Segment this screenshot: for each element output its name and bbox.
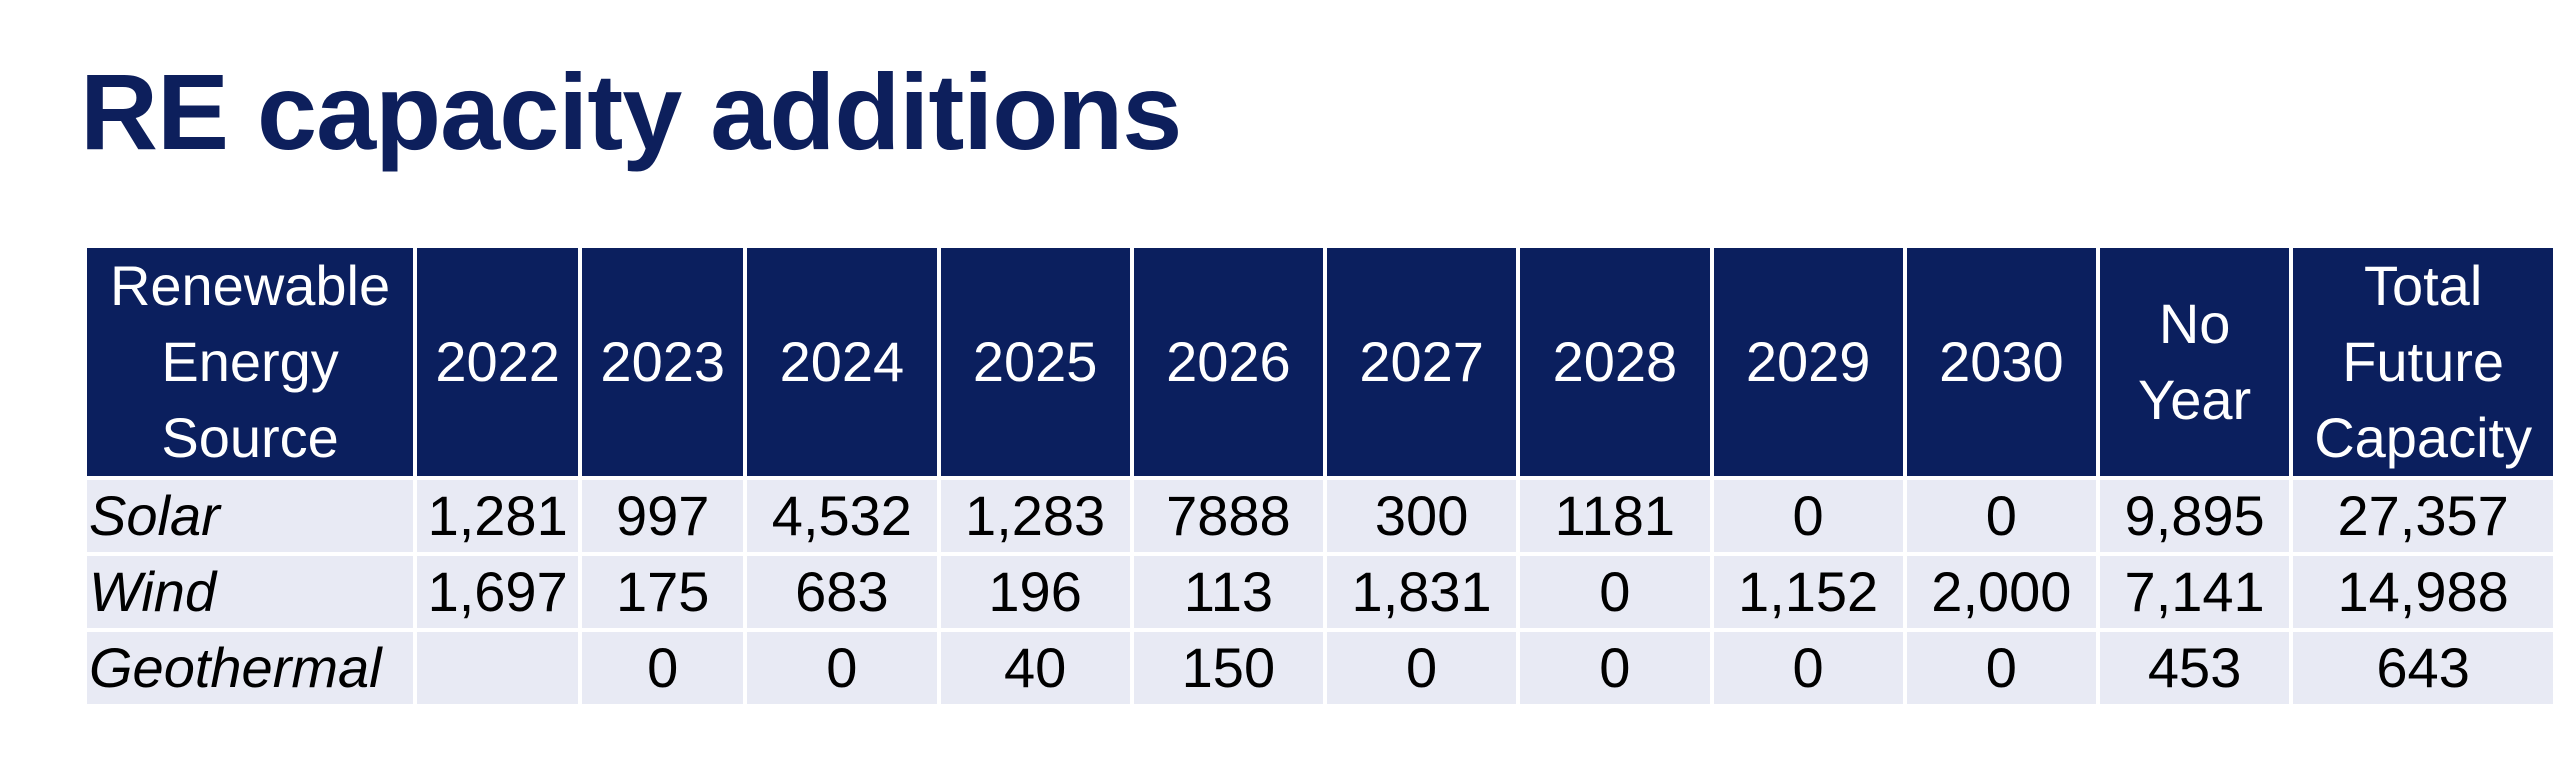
table-header-row: Renewable Energy Source 2022 2023 2024 2…: [82, 244, 2557, 480]
header-no-year: No Year: [2095, 244, 2294, 480]
table-cell: 196: [936, 552, 1134, 632]
table-cell-total: 27,357: [2289, 476, 2557, 556]
row-label-wind: Wind: [82, 552, 418, 632]
row-label-solar: Solar: [82, 476, 418, 556]
table-cell: 0: [1902, 476, 2101, 556]
capacity-table: Renewable Energy Source 2022 2023 2024 2…: [82, 244, 2557, 708]
header-2023: 2023: [578, 244, 748, 480]
header-2022: 2022: [413, 244, 583, 480]
table-cell: 0: [743, 628, 941, 708]
table-cell: 453: [2095, 628, 2294, 708]
table-cell-total: 14,988: [2289, 552, 2557, 632]
header-total-future-capacity: Total Future Capacity: [2289, 244, 2557, 480]
header-source: Renewable Energy Source: [82, 244, 418, 480]
table-cell: 2,000: [1902, 552, 2101, 632]
table-cell: 175: [578, 552, 748, 632]
table-cell: 1,152: [1709, 552, 1907, 632]
header-2027: 2027: [1322, 244, 1521, 480]
table-cell: 0: [1709, 628, 1907, 708]
table-cell: 0: [1902, 628, 2101, 708]
header-2026: 2026: [1129, 244, 1328, 480]
table-cell: 0: [1516, 552, 1714, 632]
table-cell: 1,283: [936, 476, 1134, 556]
table-cell: 40: [936, 628, 1134, 708]
table-cell: 7,141: [2095, 552, 2294, 632]
table-cell: 9,895: [2095, 476, 2294, 556]
table-cell: 1,281: [413, 476, 583, 556]
header-2024: 2024: [743, 244, 941, 480]
table-cell: 997: [578, 476, 748, 556]
table-cell: 300: [1322, 476, 1521, 556]
capacity-table-container: Renewable Energy Source 2022 2023 2024 2…: [82, 244, 2557, 708]
table-row-geothermal: Geothermal 0 0 40 150 0 0 0 0 453 643: [82, 628, 2557, 708]
table-cell: [413, 628, 583, 708]
table-cell-total: 643: [2289, 628, 2557, 708]
table-cell: 113: [1129, 552, 1328, 632]
table-cell: 1,831: [1322, 552, 1521, 632]
table-cell: 150: [1129, 628, 1328, 708]
row-label-geothermal: Geothermal: [82, 628, 418, 708]
header-2025: 2025: [936, 244, 1134, 480]
header-2029: 2029: [1709, 244, 1907, 480]
table-cell: 4,532: [743, 476, 941, 556]
table-cell: 0: [1709, 476, 1907, 556]
table-cell: 1,697: [413, 552, 583, 632]
page-title: RE capacity additions: [80, 51, 1182, 172]
table-cell: 1181: [1516, 476, 1714, 556]
table-row-wind: Wind 1,697 175 683 196 113 1,831 0 1,152…: [82, 552, 2557, 632]
table-cell: 0: [1516, 628, 1714, 708]
table-cell: 0: [578, 628, 748, 708]
table-row-solar: Solar 1,281 997 4,532 1,283 7888 300 118…: [82, 476, 2557, 556]
header-2030: 2030: [1902, 244, 2101, 480]
table-cell: 7888: [1129, 476, 1328, 556]
table-cell: 683: [743, 552, 941, 632]
table-cell: 0: [1322, 628, 1521, 708]
header-2028: 2028: [1516, 244, 1714, 480]
